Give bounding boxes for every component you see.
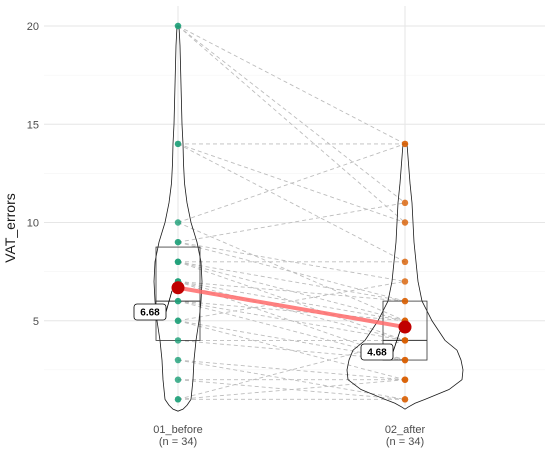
mean-label-box <box>360 343 394 361</box>
y-tick-label: 10 <box>27 218 39 230</box>
pair-line <box>177 359 406 381</box>
x-n-label-01_before: (n = 34) <box>159 436 197 448</box>
pair-line <box>177 281 406 302</box>
data-point-after <box>401 396 409 403</box>
y-axis-title: VAT_errors <box>2 193 18 263</box>
data-point-before <box>174 317 182 324</box>
mean-label-leader <box>165 290 173 313</box>
data-point-after <box>401 258 409 265</box>
pair-line <box>177 25 406 204</box>
pair-line <box>177 379 406 400</box>
mean-label-value: 6.68 <box>140 308 160 319</box>
data-point-after <box>401 337 409 344</box>
mean-label-value: 4.68 <box>367 348 387 359</box>
pair-line <box>177 300 406 322</box>
data-point-after <box>401 140 409 148</box>
mean-label-leader <box>392 330 401 353</box>
data-point-after <box>401 356 409 364</box>
pair-line <box>177 281 406 322</box>
grid-layer <box>44 6 545 406</box>
y-tick-label: 15 <box>27 119 39 131</box>
y-tick-label: 20 <box>27 21 39 33</box>
data-point-before <box>174 258 182 265</box>
pair-line <box>177 25 406 223</box>
x-n-label-02_after: (n = 34) <box>386 436 424 448</box>
pair-line <box>177 202 406 243</box>
data-point-before <box>174 337 182 344</box>
data-point-after <box>401 219 409 226</box>
data-point-after <box>401 278 409 285</box>
pair-line <box>177 300 406 341</box>
points-layer <box>174 22 409 403</box>
y-tick-label: 5 <box>33 316 39 328</box>
pair-line <box>177 143 406 263</box>
data-point-before <box>174 396 182 403</box>
pair-line <box>177 222 406 322</box>
mean-point-01_before <box>171 281 185 295</box>
data-point-before <box>174 356 182 364</box>
mean-label-box <box>133 303 167 321</box>
data-point-before <box>174 219 182 226</box>
data-point-before <box>174 376 182 383</box>
mean-point-02_after <box>398 320 412 334</box>
data-point-before <box>174 22 182 30</box>
x-tick-label-01_before: 01_before <box>153 424 203 436</box>
data-point-after <box>401 376 409 383</box>
x-tick-label-02_after: 02_after <box>385 424 426 436</box>
mean-connector-line <box>176 285 407 330</box>
mean-layer <box>171 281 412 334</box>
violin-02_after <box>346 143 464 410</box>
pair-line <box>177 143 406 223</box>
data-point-before <box>174 297 182 305</box>
data-point-after <box>401 199 409 207</box>
pair-line <box>177 261 406 302</box>
violin-layer <box>153 25 464 412</box>
paired-lines-layer <box>177 25 406 400</box>
violin-01_before <box>153 25 203 412</box>
data-point-after <box>401 297 409 305</box>
pair-line <box>177 25 406 145</box>
data-point-before <box>174 140 182 148</box>
data-point-before <box>174 238 182 246</box>
